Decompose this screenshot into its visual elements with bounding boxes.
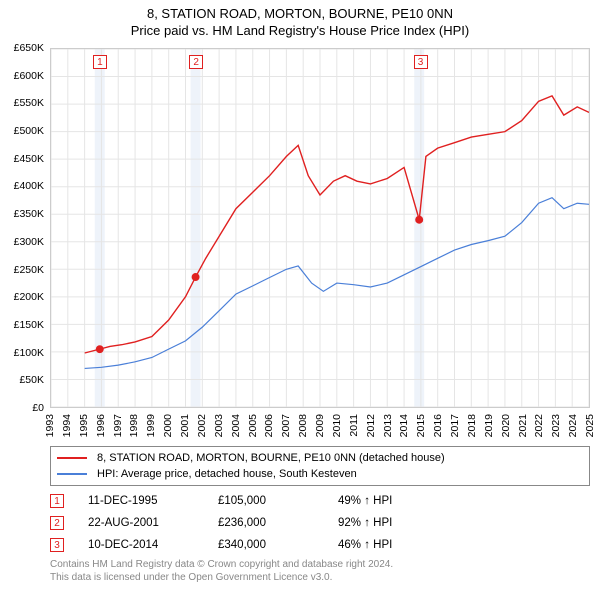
- x-tick-label: 2015: [415, 414, 427, 437]
- legend-label: HPI: Average price, detached house, Sout…: [97, 468, 357, 480]
- y-tick-label: £400K: [14, 180, 44, 192]
- y-tick-label: £350K: [14, 208, 44, 220]
- footer-line1: Contains HM Land Registry data © Crown c…: [50, 558, 393, 571]
- title-address: 8, STATION ROAD, MORTON, BOURNE, PE10 0N…: [0, 6, 600, 21]
- footer-attribution: Contains HM Land Registry data © Crown c…: [50, 558, 393, 584]
- event-num-box: 1: [50, 494, 64, 508]
- chart-svg: [51, 49, 589, 407]
- event-row: 3 10-DEC-2014£340,00046% ↑ HPI: [50, 534, 590, 556]
- event-marker-1: 1: [93, 55, 107, 69]
- x-tick-label: 1993: [44, 414, 56, 437]
- x-tick-label: 1995: [78, 414, 90, 437]
- y-tick-label: £550K: [14, 97, 44, 109]
- y-tick-label: £500K: [14, 125, 44, 137]
- x-tick-label: 2000: [162, 414, 174, 437]
- event-marker-3: 3: [414, 55, 428, 69]
- event-date: 10-DEC-2014: [88, 539, 218, 551]
- event-num-box: 2: [50, 516, 64, 530]
- event-pct: 46% ↑ HPI: [338, 539, 392, 551]
- x-tick-label: 2014: [398, 414, 410, 437]
- x-tick-label: 2024: [567, 414, 579, 437]
- x-tick-label: 1994: [61, 414, 73, 437]
- event-price: £340,000: [218, 539, 338, 551]
- x-tick-label: 1998: [128, 414, 140, 437]
- y-tick-label: £50K: [19, 374, 44, 386]
- x-tick-label: 2013: [382, 414, 394, 437]
- event-num-box: 3: [50, 538, 64, 552]
- legend-row: 8, STATION ROAD, MORTON, BOURNE, PE10 0N…: [57, 450, 583, 466]
- event-pct: 49% ↑ HPI: [338, 495, 392, 507]
- x-tick-label: 2011: [348, 414, 360, 437]
- y-tick-label: £150K: [14, 319, 44, 331]
- legend: 8, STATION ROAD, MORTON, BOURNE, PE10 0N…: [50, 446, 590, 486]
- event-marker-2: 2: [189, 55, 203, 69]
- x-tick-label: 2016: [432, 414, 444, 437]
- x-tick-label: 1996: [95, 414, 107, 437]
- x-tick-label: 2003: [213, 414, 225, 437]
- x-tick-label: 2012: [365, 414, 377, 437]
- y-tick-label: £600K: [14, 70, 44, 82]
- y-tick-label: £250K: [14, 264, 44, 276]
- x-tick-label: 2019: [483, 414, 495, 437]
- title-block: 8, STATION ROAD, MORTON, BOURNE, PE10 0N…: [0, 0, 600, 40]
- y-tick-label: £200K: [14, 291, 44, 303]
- chart-plot-area: 1 2 3: [50, 48, 590, 408]
- x-tick-label: 2006: [263, 414, 275, 437]
- x-tick-label: 2001: [179, 414, 191, 437]
- legend-swatch: [57, 457, 87, 459]
- y-tick-label: £300K: [14, 236, 44, 248]
- x-tick-label: 2017: [449, 414, 461, 437]
- x-tick-label: 2022: [533, 414, 545, 437]
- y-tick-label: £650K: [14, 42, 44, 54]
- legend-swatch: [57, 473, 87, 475]
- event-date: 22-AUG-2001: [88, 517, 218, 529]
- x-tick-label: 2008: [297, 414, 309, 437]
- x-tick-label: 2010: [331, 414, 343, 437]
- footer-line2: This data is licensed under the Open Gov…: [50, 571, 393, 584]
- x-tick-label: 2018: [466, 414, 478, 437]
- event-date: 11-DEC-1995: [88, 495, 218, 507]
- chart-container: 8, STATION ROAD, MORTON, BOURNE, PE10 0N…: [0, 0, 600, 590]
- x-tick-label: 2025: [584, 414, 596, 437]
- x-tick-label: 2023: [550, 414, 562, 437]
- x-tick-label: 2021: [517, 414, 529, 437]
- event-row: 2 22-AUG-2001£236,00092% ↑ HPI: [50, 512, 590, 534]
- x-axis-labels: 1993199419951996199719981999200020012002…: [50, 410, 590, 442]
- event-row: 1 11-DEC-1995£105,00049% ↑ HPI: [50, 490, 590, 512]
- event-price: £105,000: [218, 495, 338, 507]
- y-tick-label: £0: [32, 402, 44, 414]
- title-subtitle: Price paid vs. HM Land Registry's House …: [0, 23, 600, 38]
- legend-label: 8, STATION ROAD, MORTON, BOURNE, PE10 0N…: [97, 452, 445, 464]
- x-tick-label: 2004: [230, 414, 242, 437]
- x-tick-label: 2009: [314, 414, 326, 437]
- x-tick-label: 2007: [280, 414, 292, 437]
- x-tick-label: 2020: [500, 414, 512, 437]
- event-price: £236,000: [218, 517, 338, 529]
- x-tick-label: 1997: [112, 414, 124, 437]
- y-tick-label: £100K: [14, 347, 44, 359]
- y-tick-label: £450K: [14, 153, 44, 165]
- x-tick-label: 1999: [145, 414, 157, 437]
- event-pct: 92% ↑ HPI: [338, 517, 392, 529]
- event-table: 1 11-DEC-1995£105,00049% ↑ HPI 2 22-AUG-200…: [50, 490, 590, 556]
- x-tick-label: 2005: [247, 414, 259, 437]
- y-axis-labels: £0£50K£100K£150K£200K£250K£300K£350K£400…: [0, 48, 48, 408]
- x-tick-label: 2002: [196, 414, 208, 437]
- legend-row: HPI: Average price, detached house, Sout…: [57, 466, 583, 482]
